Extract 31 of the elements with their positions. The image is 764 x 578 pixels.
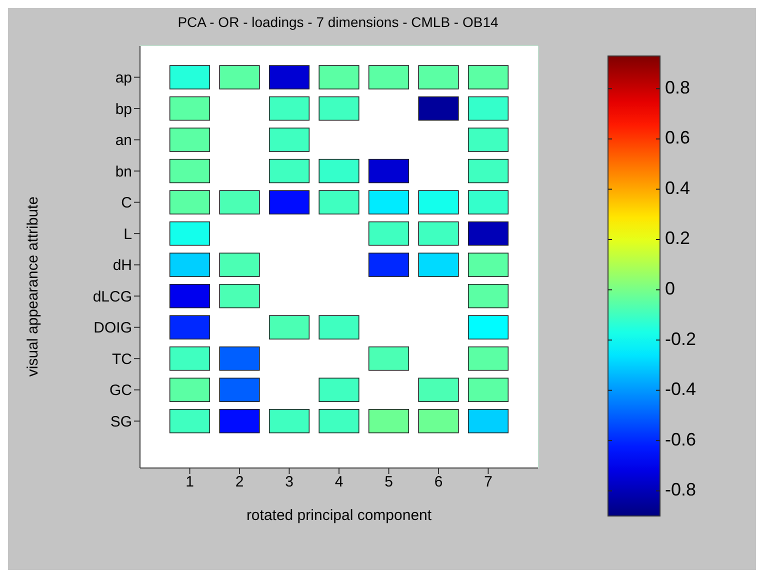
x-axis-title: rotated principal component <box>246 507 432 524</box>
x-tick-label: 7 <box>484 474 492 491</box>
y-tick-label: L <box>124 226 132 243</box>
y-tick-label: dLCG <box>92 288 132 306</box>
y-tick-label: GC <box>110 382 132 400</box>
color-bar-label: 0.8 <box>665 77 690 98</box>
y-tick-label: TC <box>112 350 132 368</box>
y-tick-label: ap <box>115 70 132 87</box>
y-axis-title: visual appearance attribute <box>24 195 42 379</box>
y-tick-label: bn <box>115 163 132 180</box>
chart-title: PCA - OR - loadings - 7 dimensions - CMLB - OB14 <box>176 14 500 30</box>
color-bar-label: -0.2 <box>665 328 696 349</box>
y-tick-label: C <box>121 194 132 212</box>
color-bar-label: -0.6 <box>665 429 696 450</box>
x-tick-label: 3 <box>285 474 294 491</box>
color-bar-label: 0.4 <box>665 178 690 198</box>
y-tick-label: bp <box>115 100 132 118</box>
y-tick-label: dH <box>112 257 132 274</box>
color-bar-label: 0.2 <box>665 228 690 248</box>
color-bar-label: -0.4 <box>665 379 696 400</box>
x-tick-label: 4 <box>334 474 344 491</box>
y-tick-label: an <box>115 132 132 150</box>
color-bar-label: -0.8 <box>665 480 696 500</box>
x-tick-label: 6 <box>434 474 443 491</box>
x-tick-label: 1 <box>186 474 194 491</box>
x-tick-label: 2 <box>235 474 244 491</box>
x-tick-label: 5 <box>384 474 393 491</box>
color-bar-label: 0.6 <box>665 128 690 148</box>
color-bar-label: 0 <box>665 278 676 299</box>
y-tick-label: SG <box>110 413 132 430</box>
y-tick-label: DOIG <box>94 320 132 337</box>
